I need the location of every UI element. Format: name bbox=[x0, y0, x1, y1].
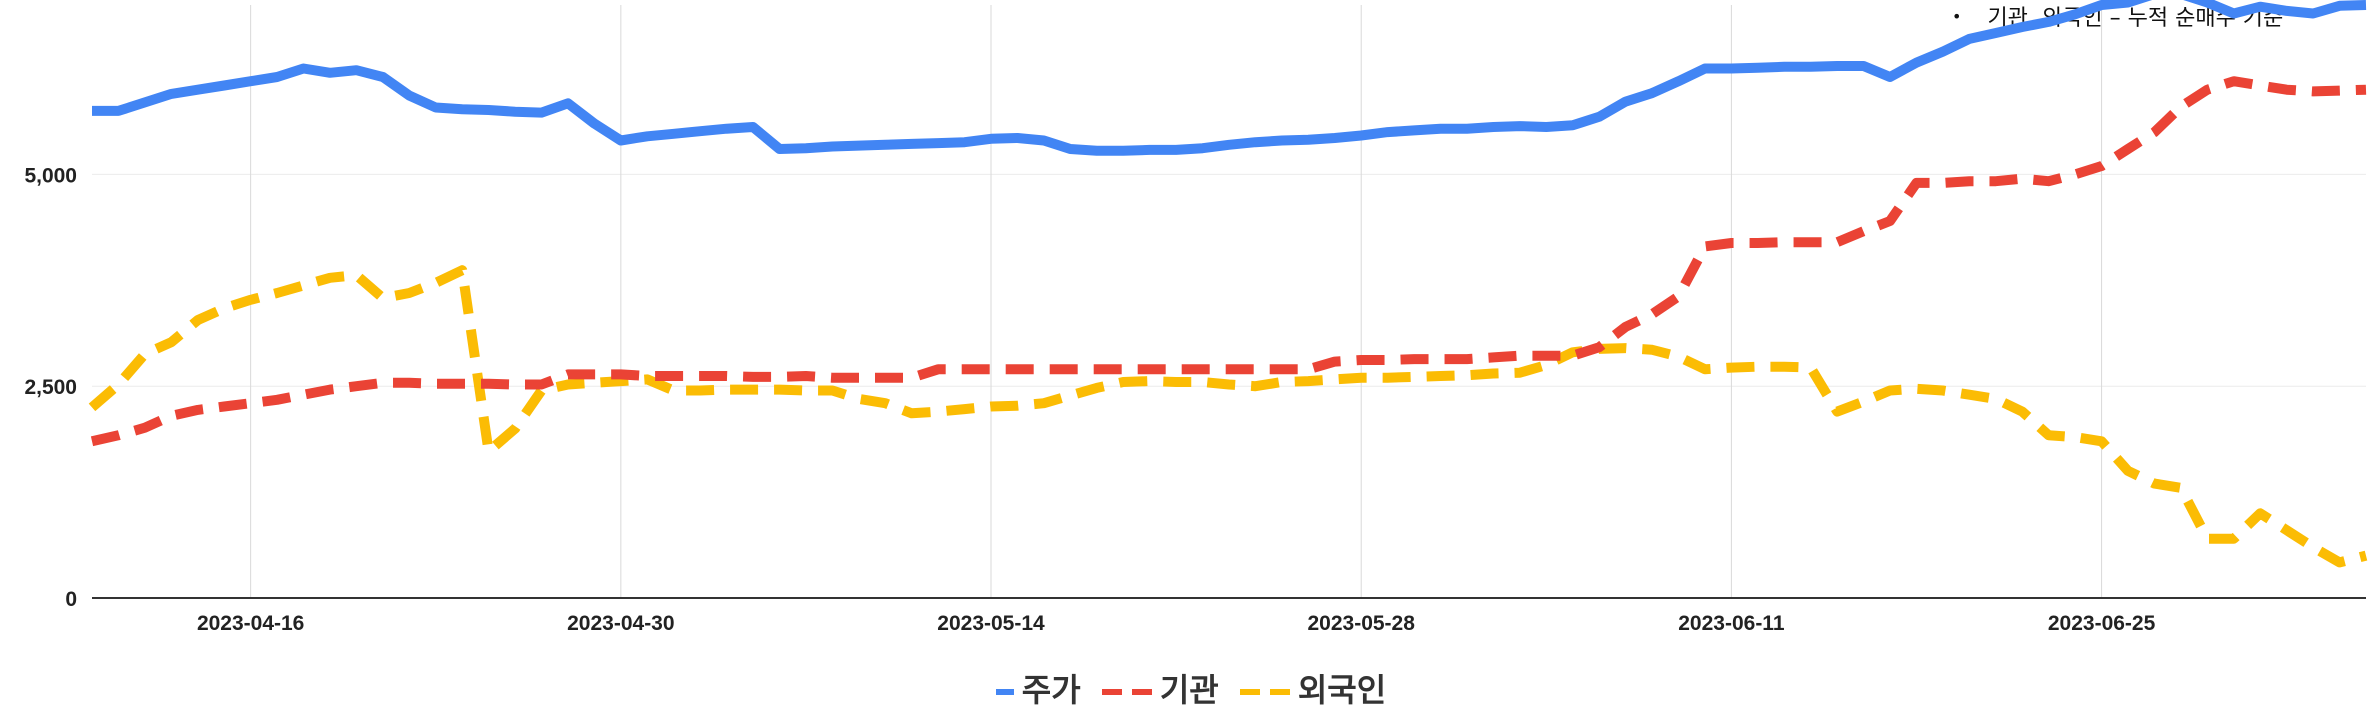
legend-swatch-foreign bbox=[1239, 689, 1290, 695]
note-bullet: • bbox=[1952, 7, 1962, 26]
legend-swatch-institution bbox=[1101, 689, 1152, 695]
series-line-foreign bbox=[88, 265, 2368, 568]
y-tick-label: 2,500 bbox=[24, 376, 77, 399]
series-layer bbox=[88, 0, 2368, 568]
x-tick-label: 2023-06-25 bbox=[2048, 612, 2156, 635]
x-tick-label: 2023-04-30 bbox=[567, 612, 674, 635]
x-tick-label: 2023-04-16 bbox=[197, 612, 304, 635]
series-line-stock bbox=[92, 0, 2367, 156]
series-line-institution bbox=[90, 76, 2367, 447]
y-tick-label: 0 bbox=[65, 588, 77, 611]
label-layer: 0 2,500 5,000 2023-04-16 2023-04-30 2023-05-1… bbox=[24, 164, 2155, 635]
x-tick-label: 2023-05-28 bbox=[1307, 612, 1415, 635]
grid-layer bbox=[92, 5, 2366, 598]
legend-item-stock: 주가 bbox=[994, 665, 1081, 711]
legend-label-foreign: 외국인 bbox=[1297, 671, 1387, 709]
x-tick-label: 2023-05-14 bbox=[937, 612, 1045, 635]
x-tick-label: 2023-06-11 bbox=[1678, 612, 1785, 635]
y-tick-label: 5,000 bbox=[24, 164, 77, 187]
legend-item-institution: 기관 bbox=[1100, 665, 1219, 711]
legend-item-foreign: 외국인 bbox=[1238, 665, 1386, 711]
legend-label-institution: 기관 bbox=[1159, 671, 1219, 709]
legend-label-stock: 주가 bbox=[1021, 671, 1081, 709]
legend-swatch-stock bbox=[995, 689, 1014, 695]
chart-legend: 주가 기관 외국인 bbox=[0, 665, 2380, 711]
